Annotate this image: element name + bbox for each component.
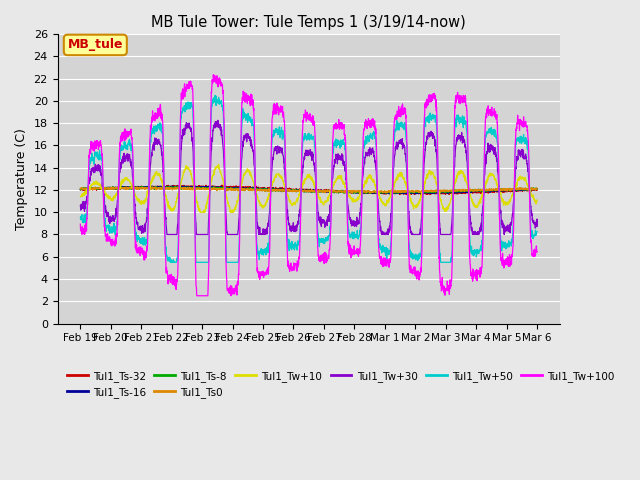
Tul1_Ts-32 <box>218 182 226 188</box>
Tul1_Tw+50 <box>533 229 541 235</box>
Tul1_Ts0 <box>287 188 294 194</box>
Tul1_Ts-32 <box>427 192 435 197</box>
Tul1_Ts-16 <box>299 188 307 194</box>
Tul1_Tw+10 <box>77 194 84 200</box>
Tul1_Tw+50 <box>287 245 294 251</box>
Line: Tul1_Tw+30: Tul1_Tw+30 <box>81 120 537 234</box>
Tul1_Ts-16 <box>533 186 541 192</box>
Tul1_Tw+50 <box>100 200 108 205</box>
Tul1_Ts0 <box>533 186 541 192</box>
Tul1_Ts-8 <box>533 186 541 192</box>
Line: Tul1_Tw+50: Tul1_Tw+50 <box>81 96 537 262</box>
Tul1_Tw+100 <box>193 293 201 299</box>
Tul1_Tw+100 <box>299 120 307 125</box>
Tul1_Ts-32 <box>299 186 307 192</box>
Tul1_Ts-8 <box>436 189 444 194</box>
Tul1_Ts-32 <box>100 185 108 191</box>
Tul1_Tw+30 <box>287 223 294 229</box>
Tul1_Ts0 <box>366 191 374 196</box>
Tul1_Tw+50 <box>211 93 219 98</box>
Text: MB_tule: MB_tule <box>68 38 123 51</box>
Tul1_Tw+30 <box>436 230 444 236</box>
Tul1_Tw+10 <box>520 176 528 182</box>
Tul1_Ts-16 <box>287 187 294 192</box>
Tul1_Ts0 <box>100 187 108 192</box>
Tul1_Tw+10 <box>520 175 528 180</box>
Tul1_Ts-16 <box>436 189 444 195</box>
Tul1_Ts-32 <box>436 190 444 195</box>
Tul1_Ts-32 <box>77 187 84 192</box>
Tul1_Tw+50 <box>520 137 528 143</box>
Tul1_Tw+30 <box>533 216 541 222</box>
Tul1_Ts-32 <box>533 187 541 193</box>
Line: Tul1_Tw+10: Tul1_Tw+10 <box>81 165 537 212</box>
Tul1_Tw+50 <box>299 139 307 144</box>
Tul1_Ts0 <box>520 185 528 191</box>
Tul1_Tw+100 <box>100 204 108 209</box>
Tul1_Tw+100 <box>77 221 84 227</box>
Tul1_Ts-8 <box>287 188 294 194</box>
Tul1_Ts-8 <box>100 186 108 192</box>
Tul1_Tw+50 <box>77 215 84 221</box>
Tul1_Ts-8 <box>520 187 528 192</box>
Tul1_Ts-32 <box>287 186 294 192</box>
Tul1_Ts-8 <box>171 183 179 189</box>
Tul1_Tw+100 <box>436 279 444 285</box>
Line: Tul1_Tw+100: Tul1_Tw+100 <box>81 75 537 296</box>
Tul1_Tw+10 <box>436 197 444 203</box>
Tul1_Ts-16 <box>387 192 395 197</box>
Tul1_Tw+10 <box>299 180 307 186</box>
Tul1_Tw+50 <box>520 135 528 141</box>
Tul1_Tw+30 <box>100 192 108 197</box>
Tul1_Tw+30 <box>299 162 307 168</box>
Tul1_Tw+100 <box>520 120 528 126</box>
Title: MB Tule Tower: Tule Temps 1 (3/19/14-now): MB Tule Tower: Tule Temps 1 (3/19/14-now… <box>151 15 466 30</box>
Tul1_Tw+30 <box>214 118 221 123</box>
Tul1_Tw+10 <box>215 162 223 168</box>
Tul1_Tw+10 <box>287 201 294 206</box>
Tul1_Tw+10 <box>196 209 204 215</box>
Line: Tul1_Ts0: Tul1_Ts0 <box>81 187 537 193</box>
Tul1_Ts-16 <box>520 187 528 192</box>
Line: Tul1_Ts-8: Tul1_Ts-8 <box>81 186 537 193</box>
Legend: Tul1_Ts-32, Tul1_Ts-16, Tul1_Ts-8, Tul1_Ts0, Tul1_Tw+10, Tul1_Tw+30, Tul1_Tw+50,: Tul1_Ts-32, Tul1_Ts-16, Tul1_Ts-8, Tul1_… <box>63 366 619 402</box>
Tul1_Ts0 <box>148 184 156 190</box>
Tul1_Tw+50 <box>436 255 444 261</box>
Line: Tul1_Ts-16: Tul1_Ts-16 <box>81 186 537 194</box>
Tul1_Ts-32 <box>520 187 528 192</box>
Tul1_Tw+10 <box>100 188 108 193</box>
Tul1_Tw+30 <box>163 231 171 237</box>
Tul1_Ts0 <box>77 185 84 191</box>
Tul1_Ts-16 <box>100 184 108 190</box>
Tul1_Tw+10 <box>533 197 541 203</box>
Tul1_Tw+30 <box>77 203 84 209</box>
Tul1_Tw+100 <box>287 260 294 266</box>
Tul1_Ts-8 <box>299 188 307 193</box>
Tul1_Tw+30 <box>520 154 528 159</box>
Tul1_Ts0 <box>520 186 528 192</box>
Tul1_Tw+50 <box>167 259 175 265</box>
Tul1_Tw+100 <box>533 249 541 255</box>
Line: Tul1_Ts-32: Tul1_Ts-32 <box>81 185 537 194</box>
Tul1_Ts-16 <box>191 183 198 189</box>
Tul1_Ts-32 <box>520 188 528 193</box>
Tul1_Ts-8 <box>77 187 84 192</box>
Tul1_Ts-8 <box>387 191 395 196</box>
Y-axis label: Temperature (C): Temperature (C) <box>15 128 28 230</box>
Tul1_Ts-16 <box>520 187 528 192</box>
Tul1_Ts-8 <box>520 186 528 192</box>
Tul1_Tw+30 <box>520 156 528 162</box>
Tul1_Ts0 <box>436 189 444 194</box>
Tul1_Tw+100 <box>209 72 217 78</box>
Tul1_Tw+100 <box>520 124 528 130</box>
Tul1_Ts-16 <box>77 186 84 192</box>
Tul1_Ts0 <box>299 188 307 193</box>
